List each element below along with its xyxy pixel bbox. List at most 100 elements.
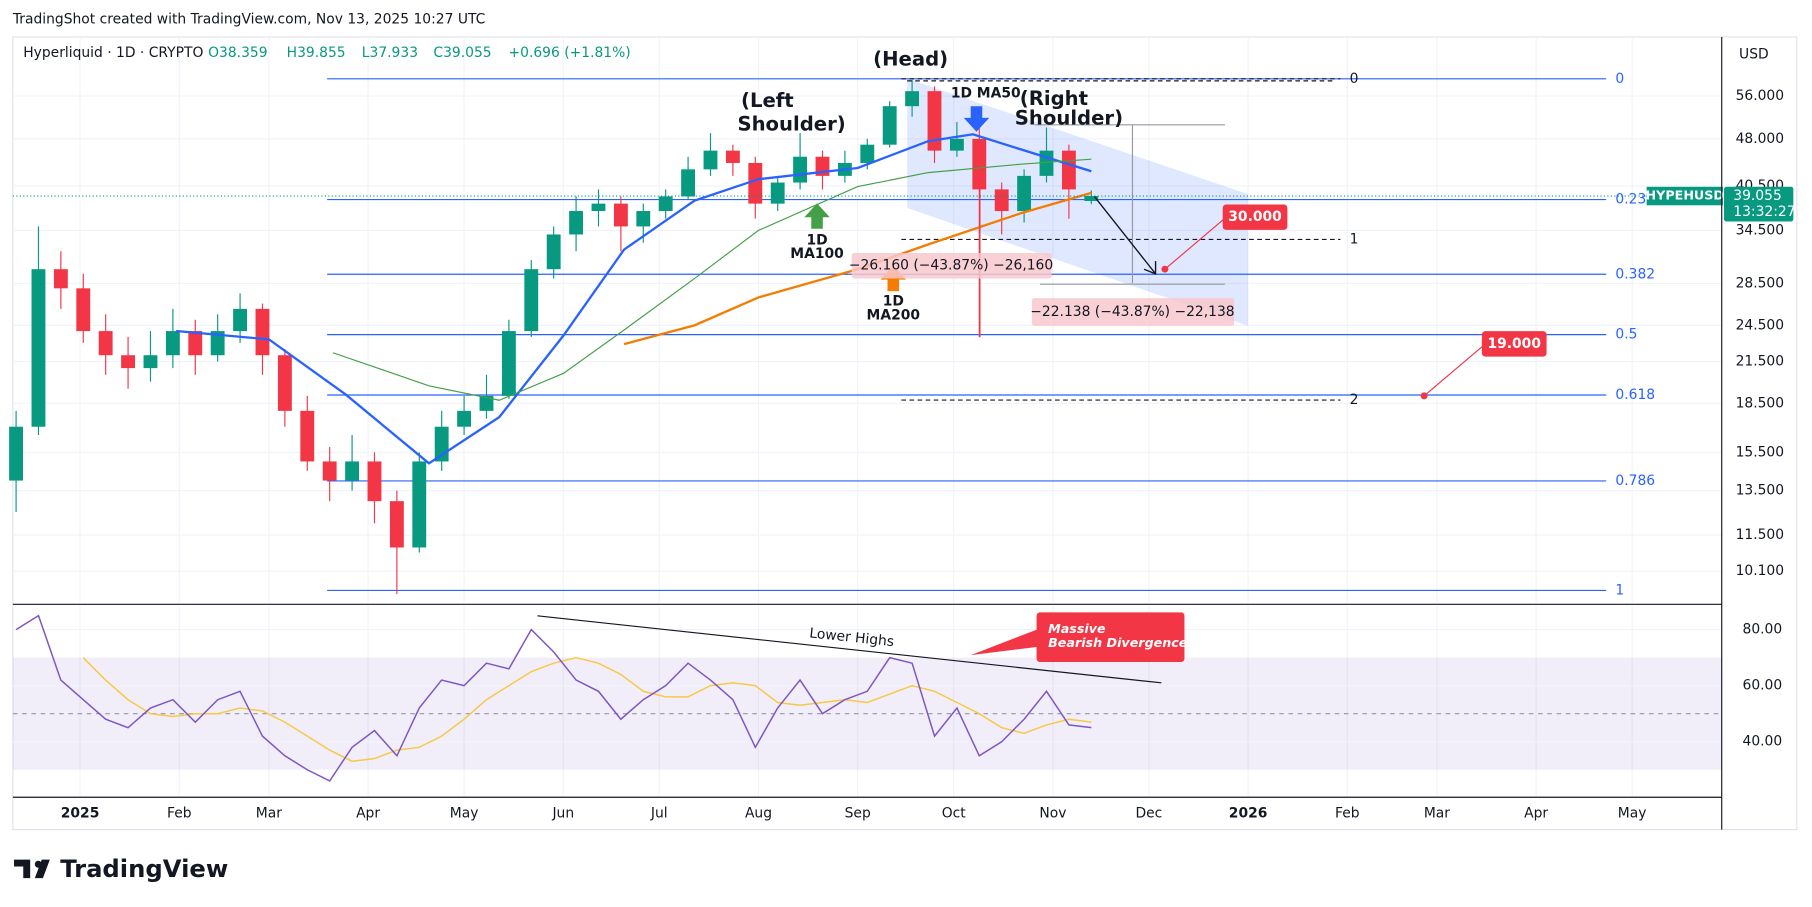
open: O38.359: [208, 45, 267, 61]
tag-symbol: HYPEHUSD: [1646, 188, 1724, 203]
annotation: MA200: [867, 307, 920, 323]
measure-box: [1031, 298, 1235, 326]
candle-body: [345, 461, 360, 481]
candle-body: [949, 138, 964, 151]
candle-body: [210, 331, 225, 356]
annotation: MA100: [790, 246, 843, 262]
candle-body: [255, 308, 270, 356]
symbol: Hyperliquid · 1D · CRYPTO: [23, 45, 203, 61]
measure-label: −26.160 (−43.87%) −26,160: [849, 258, 1053, 274]
x-tick-label: 2025: [61, 805, 100, 821]
x-tick-label: Apr: [356, 805, 380, 821]
candle-body: [479, 395, 494, 411]
measure-label: −22.138 (−43.87%) −22,138: [1030, 304, 1234, 320]
projection-arrow: [1093, 195, 1157, 275]
y-tick-label: 24.500: [1736, 317, 1785, 333]
fib-label: 0.786: [1615, 473, 1655, 489]
rsi-line: [15, 614, 1092, 782]
annotation: (Right: [1020, 87, 1088, 110]
candle-body: [793, 156, 808, 183]
tag-value: 39.055: [1733, 188, 1782, 204]
arrow-down: [963, 106, 990, 132]
candle-body: [905, 91, 920, 107]
x-tick-label: Mar: [1424, 805, 1450, 821]
candle-body: [233, 308, 248, 332]
close: C39.055: [433, 45, 491, 61]
annotation: (Head): [873, 48, 948, 71]
x-tick-label: Nov: [1039, 805, 1066, 821]
candle-body: [412, 461, 427, 548]
candle-body: [591, 203, 606, 212]
fib-label: 1: [1615, 582, 1624, 598]
target-label: 30.000: [1228, 209, 1281, 225]
x-tick-label: Apr: [1524, 805, 1548, 821]
candle-body: [53, 269, 68, 289]
fib-label: 0.618: [1615, 387, 1655, 403]
high: H39.855: [287, 45, 346, 61]
y-tick-label: 11.500: [1736, 527, 1785, 543]
fib-ext-label: 1: [1350, 231, 1359, 247]
fib-label: 0.382: [1615, 266, 1655, 282]
target-point: [1161, 265, 1169, 273]
y-tick-label: 48.000: [1736, 131, 1785, 147]
candle-body: [76, 288, 91, 332]
y-tick-label: 40.00: [1743, 734, 1783, 750]
callout-text: Massive: [1048, 621, 1106, 636]
tag-box: [1724, 186, 1794, 222]
annotation: 1D: [806, 232, 827, 248]
legend: Hyperliquid · 1D · CRYPTO O38.359 H39.85…: [23, 45, 630, 61]
logo-dot: [34, 860, 42, 868]
x-tick-label: May: [450, 805, 479, 821]
change: +0.696 (+1.81%): [509, 45, 631, 61]
candle-body: [613, 203, 628, 227]
candle-body: [501, 331, 516, 396]
candle-body: [188, 331, 203, 356]
candle-body: [725, 150, 740, 163]
candle-body: [143, 355, 158, 369]
candle-body: [1084, 196, 1099, 202]
low: L37.933: [362, 45, 418, 61]
tag-countdown: 13:32:27: [1733, 204, 1795, 220]
candle-body: [703, 150, 718, 170]
annotation: Shoulder): [1015, 107, 1123, 130]
candle-body: [748, 162, 763, 204]
y-tick-label: 15.500: [1736, 444, 1785, 460]
target-box: [1481, 331, 1547, 357]
candle-body: [9, 426, 23, 481]
rsi-line: [82, 656, 1092, 763]
footer: TradingView: [14, 854, 228, 883]
measure-box: [851, 253, 1052, 279]
candle-body: [98, 331, 113, 356]
x-tick-label: Jul: [650, 805, 668, 821]
fib-label: 0: [1615, 71, 1624, 87]
moving-average: [332, 158, 1092, 401]
fib-ext-label: 2: [1350, 392, 1359, 408]
y-tick-label: 80.00: [1743, 622, 1783, 638]
x-tick-label: 2026: [1229, 805, 1268, 821]
x-tick-label: May: [1618, 805, 1647, 821]
y-tick-label: 60.00: [1743, 678, 1783, 694]
caption: TradingShot created with TradingView.com…: [12, 12, 485, 28]
candle-body: [636, 211, 651, 227]
candle-body: [1017, 175, 1032, 212]
candle-body: [457, 410, 472, 427]
callout-text: Bearish Divergence: [1048, 635, 1188, 650]
candle-body: [569, 211, 584, 235]
trend-line: [537, 615, 1162, 684]
candle-body: [1061, 150, 1076, 190]
annotation: 1D MA50: [951, 86, 1021, 102]
candle-body: [322, 461, 337, 481]
y-tick-label: 34.500: [1736, 222, 1785, 238]
target-point: [1420, 392, 1428, 400]
candle-body: [165, 331, 180, 356]
y-tick-label: 21.500: [1736, 354, 1785, 370]
x-tick-label: Feb: [167, 805, 192, 821]
candle-body: [524, 269, 539, 332]
y-tick-label: 10.100: [1736, 563, 1785, 579]
candle-body: [770, 182, 785, 204]
candle-body: [860, 144, 875, 163]
x-tick-label: Mar: [256, 805, 282, 821]
candle-body: [994, 189, 1009, 212]
